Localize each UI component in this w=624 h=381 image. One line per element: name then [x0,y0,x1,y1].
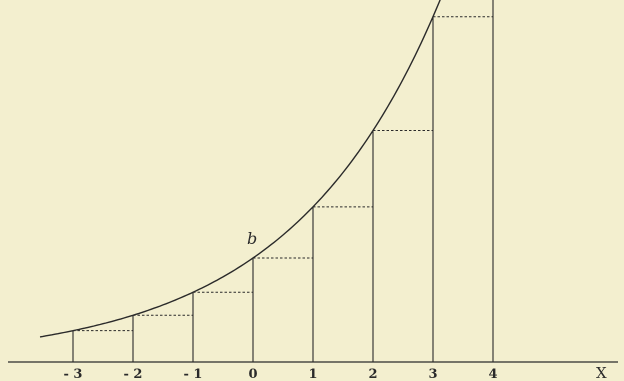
tick-label: - 3 [64,367,83,381]
x-axis-tick-labels: - 3 - 2 - 1 0 1 2 3 4 [64,367,498,381]
exponential-curve [39,0,441,338]
point-label-b: b [247,229,257,248]
tick-label: 1 [308,367,317,381]
tick-label: 2 [368,367,377,381]
dashed-step-lines [73,16,493,332]
ordinate-lines [72,0,494,362]
tick-label: 0 [248,367,257,381]
tick-label: - 2 [124,367,143,381]
tick-label: 3 [428,367,437,381]
tick-label: 4 [488,367,497,381]
tick-label: - 1 [184,367,203,381]
x-axis-label: X [596,364,607,381]
